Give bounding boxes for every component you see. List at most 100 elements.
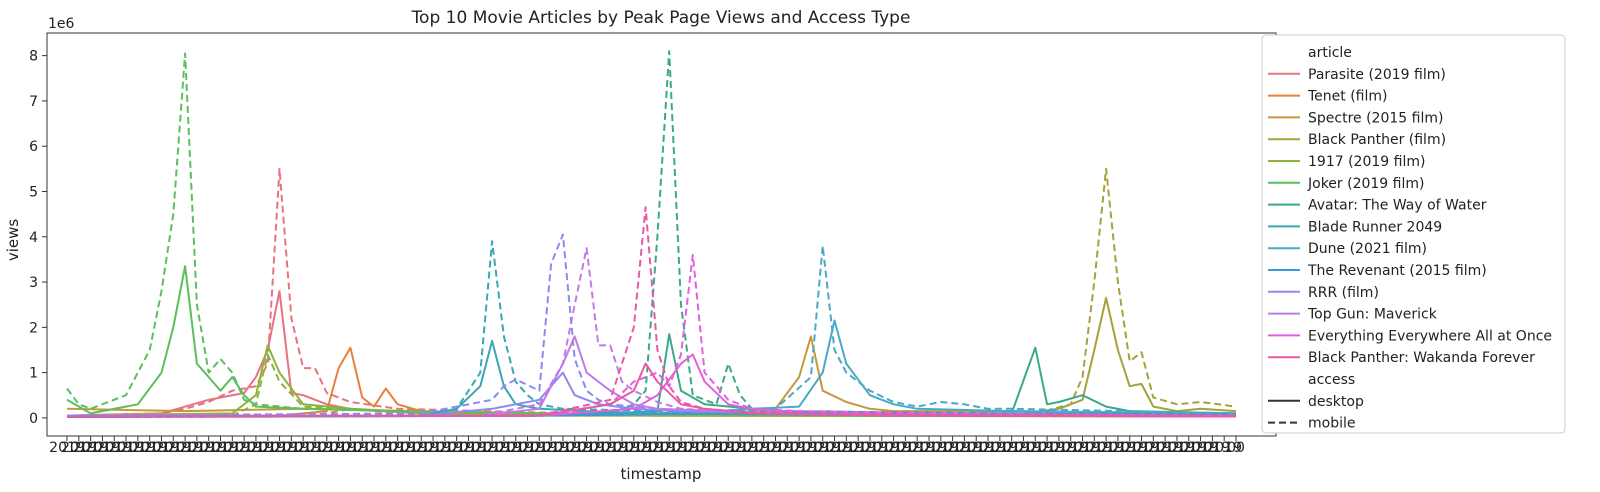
legend-entry: Black Panther: Wakanda Forever — [1308, 350, 1535, 366]
x-tick-label: 2019 — [994, 440, 1030, 456]
y-tick-label: 2 — [29, 320, 38, 336]
x-tick-label: 2019 — [403, 440, 439, 456]
x-tick-label: 2019 — [1041, 440, 1077, 456]
x-tick-label: 2019 — [640, 440, 676, 456]
x-tick-label: 2019 — [1112, 440, 1148, 456]
series-lines — [66, 50, 1237, 418]
x-tick-label: 2019 — [1053, 440, 1089, 456]
x-tick-label: 2019 — [864, 440, 900, 456]
x-tick-label: 2019 — [285, 440, 321, 456]
x-tick-label: 2019 — [262, 440, 298, 456]
x-tick-label: 2019 — [1076, 440, 1112, 456]
x-tick-label: 2019 — [533, 440, 569, 456]
series-line-mobile — [66, 253, 1237, 418]
x-tick-label: 2019 — [817, 440, 853, 456]
legend-entry: Top Gun: Maverick — [1307, 307, 1438, 323]
x-tick-label: 2019 — [829, 440, 865, 456]
x-tick-label: 2019 — [522, 440, 558, 456]
x-tick-label: 2019 — [297, 440, 333, 456]
x-tick-label: 2019 — [781, 440, 817, 456]
y-tick-label: 4 — [29, 230, 38, 246]
x-tick-label: 2019 — [805, 440, 841, 456]
x-tick-label: 2019 — [309, 440, 345, 456]
x-tick-label: 2019 — [923, 440, 959, 456]
x-tick-label: 2019 — [498, 440, 534, 456]
series-line-mobile — [67, 50, 1237, 417]
legend-entry: Avatar: The Way of Water — [1308, 198, 1487, 214]
x-tick-label: 2019 — [191, 440, 227, 456]
legend-style-entry: mobile — [1308, 416, 1355, 432]
x-tick-label: 2019 — [474, 440, 510, 456]
legend-entry: Spectre (2015 film) — [1308, 110, 1443, 126]
x-tick-label: 2019 — [1017, 440, 1053, 456]
legend-style-entry: desktop — [1308, 394, 1364, 410]
x-tick-label: 2019 — [592, 440, 628, 456]
x-tick-label: 2019 — [1124, 440, 1160, 456]
x-tick-label: 2019 — [85, 440, 121, 456]
y-tick-label: 8 — [29, 49, 38, 65]
x-tick-label: 2019 — [61, 440, 97, 456]
x-tick-label: 2019 — [958, 440, 994, 456]
x-tick-label: 2019 — [581, 440, 617, 456]
x-tick-label: 2019 — [651, 440, 687, 456]
legend-entry: The Revenant (2015 film) — [1307, 263, 1487, 279]
x-tick-label: 2019 — [73, 440, 109, 456]
x-tick-label: 2019 — [1171, 440, 1207, 456]
x-tick-label: 2019 — [628, 440, 664, 456]
x-tick-label: 2019 — [911, 440, 947, 456]
x-tick-label: 2019 — [604, 440, 640, 456]
x-tick-label: 2019 — [144, 440, 180, 456]
legend-entry: Tenet (film) — [1307, 89, 1387, 105]
x-tick-label: 2019 — [356, 440, 392, 456]
x-tick-label: 2019 — [935, 440, 971, 456]
x-tick-label: 2019 — [687, 440, 723, 456]
legend-entry: Everything Everywhere All at Once — [1308, 328, 1552, 344]
x-tick-label: 2019 — [167, 440, 203, 456]
x-tick-label: 2019 — [203, 440, 239, 456]
x-tick-label: 2019 — [1088, 440, 1124, 456]
legend-frame — [1261, 34, 1566, 434]
x-tick-label: 2019 — [333, 440, 369, 456]
x-tick-label: 2019 — [557, 440, 593, 456]
y-tick-label: 7 — [29, 94, 38, 110]
x-tick-label: 2019 — [451, 440, 487, 456]
y-tick-label: 1 — [29, 366, 38, 382]
x-tick-label: 2019 — [1159, 440, 1195, 456]
x-tick-label: 2019 — [238, 440, 274, 456]
x-tick-label: 2019 — [510, 440, 546, 456]
series-line-desktop — [66, 265, 1237, 417]
x-tick-label: 2019 — [699, 440, 735, 456]
y-tick-label: 6 — [29, 139, 38, 155]
x-tick-label: 2019 — [1100, 440, 1136, 456]
x-tick-label: 2019 — [569, 440, 605, 456]
x-tick-label: 2019 — [179, 440, 215, 456]
x-axis-ticks: 2019201920192019201920192019201920192019… — [49, 436, 1245, 456]
x-tick-label: 2019 — [49, 440, 85, 456]
x-tick-label: 2019 — [616, 440, 652, 456]
legend-entry: Blade Runner 2049 — [1308, 219, 1442, 235]
y-tick-label: 5 — [29, 184, 38, 200]
x-tick-label: 2019 — [1065, 440, 1101, 456]
legend-entry: RRR (film) — [1308, 285, 1379, 301]
x-tick-label: 2019 — [368, 440, 404, 456]
x-tick-label: 2019 — [545, 440, 581, 456]
x-tick-label: 2019 — [214, 440, 250, 456]
x-tick-label: 2019 — [321, 440, 357, 456]
series-line-desktop — [66, 344, 1237, 418]
legend-hue-title: article — [1308, 45, 1352, 61]
x-tick-label: 2019 — [415, 440, 451, 456]
x-tick-label: 2019 — [380, 440, 416, 456]
x-tick-label: 2019 — [96, 440, 132, 456]
y-tick-label: 0 — [29, 411, 38, 427]
y-axis-label: views — [4, 219, 22, 262]
x-tick-label: 2019 — [486, 440, 522, 456]
legend: article Parasite (2019 film) Tenet (film) S… — [1261, 34, 1566, 434]
x-tick-label: 2019 — [108, 440, 144, 456]
x-tick-label: 2019 — [1006, 440, 1042, 456]
series-line-mobile — [67, 167, 1237, 417]
series-line-desktop — [66, 362, 1237, 418]
x-tick-label: 2019 — [1147, 440, 1183, 456]
x-tick-label: 00 — [1227, 440, 1245, 456]
series-line-mobile — [66, 167, 1237, 417]
